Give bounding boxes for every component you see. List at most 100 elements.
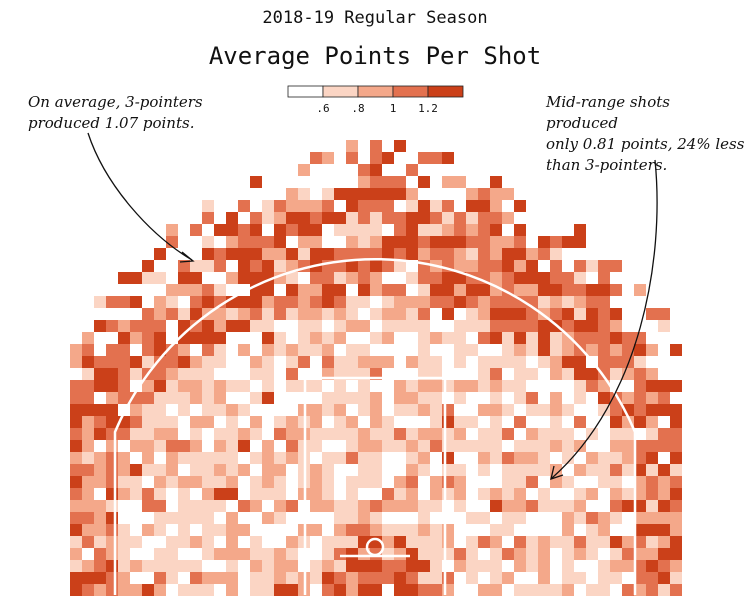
heatmap-cell [490,248,502,260]
heatmap-cell [598,320,610,332]
heatmap-cell [262,488,274,500]
heatmap-cell [502,584,514,596]
heatmap-cell [310,332,322,344]
heatmap-cell [514,368,526,380]
heatmap-cell [490,584,502,596]
heatmap-cell [370,320,382,332]
heatmap-cell [322,272,334,284]
heatmap-cell [514,536,526,548]
heatmap-cell [82,536,94,548]
heatmap-cell [586,584,598,596]
heatmap-cell [562,476,574,488]
heatmap-cell [550,272,562,284]
heatmap-cell [322,200,334,212]
heatmap-cell [538,404,550,416]
heatmap-cell [586,572,598,584]
heatmap-cell [430,332,442,344]
heatmap-cell [538,464,550,476]
heatmap-cell [670,464,682,476]
heatmap-cell [538,296,550,308]
heatmap-cell [490,548,502,560]
heatmap-cell [358,188,370,200]
heatmap-cell [514,356,526,368]
heatmap-cell [394,380,406,392]
heatmap-cell [454,392,466,404]
heatmap-cell [178,296,190,308]
heatmap-cell [262,524,274,536]
heatmap-cell [430,284,442,296]
heatmap-cell [154,560,166,572]
heatmap-cell [598,584,610,596]
heatmap-cell [430,452,442,464]
heatmap-cell [226,488,238,500]
heatmap-cell [394,392,406,404]
heatmap-cell [562,428,574,440]
heatmap-cell [550,560,562,572]
heatmap-cell [130,500,142,512]
heatmap-cell [646,368,658,380]
heatmap-cell [334,308,346,320]
heatmap-cell [394,296,406,308]
heatmap-cell [610,476,622,488]
heatmap-cell [634,392,646,404]
heatmap-cell [82,584,94,596]
heatmap-cell [634,488,646,500]
heatmap-cell [418,176,430,188]
heatmap-cell [394,404,406,416]
heatmap-cell [574,284,586,296]
heatmap-cell [406,500,418,512]
heatmap-cell [514,428,526,440]
heatmap-cell [214,428,226,440]
heatmap-cell [322,344,334,356]
heatmap-cell [298,332,310,344]
heatmap-cell [322,524,334,536]
heatmap-cell [346,404,358,416]
heatmap-cell [418,344,430,356]
heatmap-cell [478,236,490,248]
heatmap-cell [346,560,358,572]
heatmap-cell [538,524,550,536]
heatmap-cell [442,236,454,248]
heatmap-cell [358,488,370,500]
heatmap-cell [82,320,94,332]
heatmap-cell [118,332,130,344]
heatmap-cell [238,500,250,512]
heatmap-cell [130,368,142,380]
heatmap-cell [562,464,574,476]
heatmap-cell [166,560,178,572]
heatmap-cell [454,248,466,260]
heatmap-cell [70,380,82,392]
legend-swatch [287,85,324,98]
heatmap-cell [166,572,178,584]
heatmap-cell [190,404,202,416]
heatmap-cell [250,464,262,476]
heatmap-cell [478,440,490,452]
heatmap-cell [250,236,262,248]
heatmap-cell [418,500,430,512]
heatmap-cell [70,536,82,548]
heatmap-cell [406,536,418,548]
heatmap-cell [658,524,670,536]
heatmap-cell [310,248,322,260]
heatmap-cell [250,476,262,488]
heatmap-cell [82,452,94,464]
heatmap-cell [214,224,226,236]
heatmap-cell [634,524,646,536]
heatmap-cell [454,176,466,188]
heatmap-cell [418,428,430,440]
heatmap-cell [202,512,214,524]
heatmap-cell [586,296,598,308]
heatmap-cell [226,584,238,596]
heatmap-cell [70,440,82,452]
heatmap-cell [478,584,490,596]
heatmap-cell [430,296,442,308]
heatmap-cell [658,548,670,560]
heatmap-cell [406,488,418,500]
heatmap-cell [478,476,490,488]
heatmap-cell [310,536,322,548]
heatmap-cell [574,548,586,560]
heatmap-cell [514,260,526,272]
heatmap-cell [70,464,82,476]
heatmap-cell [358,416,370,428]
heatmap-cell [418,524,430,536]
